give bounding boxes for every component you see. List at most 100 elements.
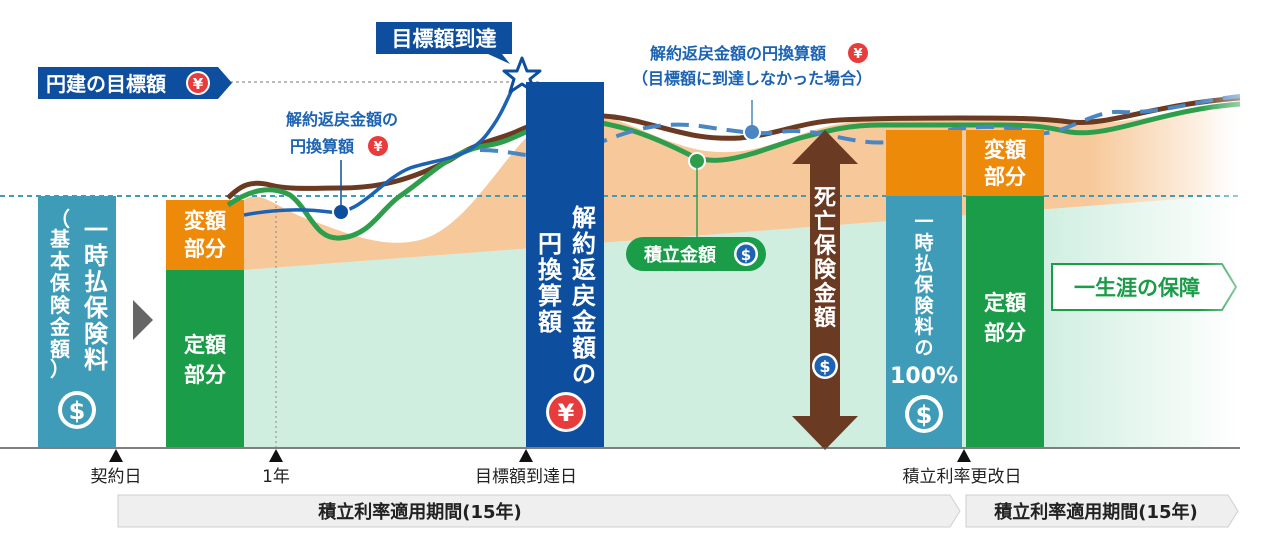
svg-text:一: 一	[914, 211, 933, 233]
svg-text:（: （	[50, 207, 70, 231]
svg-text:$: $	[69, 397, 86, 425]
period-band-2-label: 積立利率適用期間(15年)	[993, 501, 1198, 523]
hundred-percent: 100%	[890, 364, 958, 389]
flow-arrow-icon	[133, 300, 153, 340]
svg-text:解: 解	[572, 204, 596, 232]
death-benefit-curve	[226, 95, 1241, 200]
lifetime-coverage-label: 一生涯の保障	[1074, 276, 1200, 300]
fx-conversion-bar	[526, 82, 604, 447]
svg-text:戻: 戻	[572, 282, 596, 310]
svg-text:険: 険	[914, 294, 934, 317]
svg-text:額: 額	[538, 308, 562, 336]
svg-text:金: 金	[49, 315, 71, 339]
svg-text:の: の	[572, 360, 596, 388]
period-band-1-label: 積立利率適用期間(15年)	[317, 501, 522, 523]
svg-text:払: 払	[914, 253, 933, 275]
target-reached-callout	[376, 22, 512, 64]
variable-part-block	[166, 200, 244, 270]
svg-text:料: 料	[84, 346, 108, 374]
svg-text:返: 返	[572, 256, 596, 284]
svg-text:死: 死	[814, 186, 836, 211]
variable-part-right-1: 変額	[984, 138, 1026, 162]
svg-text:時: 時	[84, 242, 108, 270]
accumulated-amount-label: 積立金額	[643, 244, 716, 266]
svg-text:金: 金	[813, 281, 837, 307]
fx-conversion-left-1: 解約返戻金額の	[286, 110, 398, 129]
yen-target-label-box	[38, 67, 232, 99]
svg-text:算: 算	[538, 282, 562, 310]
right-dollar-icon: $	[905, 395, 943, 433]
orange-top-block	[886, 130, 962, 196]
accumulated-dollar-icon: $	[734, 242, 758, 266]
death-dollar-icon: $	[812, 353, 838, 379]
svg-text:亡: 亡	[814, 209, 836, 235]
variable-part-label-2: 部分	[184, 237, 226, 261]
svg-text:一: 一	[84, 216, 108, 244]
fx-left-yen-icon: ¥	[368, 136, 388, 156]
svg-text:時: 時	[914, 232, 933, 254]
fixed-part-block	[166, 270, 244, 447]
svg-text:$: $	[741, 246, 751, 264]
contract-day-label: 契約日	[91, 467, 142, 487]
contract-day-marker	[109, 449, 123, 462]
variable-part-label-1: 変額	[184, 209, 226, 233]
svg-text:険: 険	[84, 320, 109, 348]
one-year-marker	[269, 449, 283, 462]
svg-text:料: 料	[914, 315, 933, 338]
fx-conversion-left-2: 円換算額	[290, 137, 354, 156]
svg-text:本: 本	[50, 249, 70, 273]
svg-text:保: 保	[813, 234, 837, 259]
svg-text:額: 額	[49, 337, 70, 361]
svg-text:険: 険	[814, 258, 837, 283]
fx-top-yen-icon: ¥	[848, 43, 868, 63]
variable-part-block-right	[966, 130, 1044, 196]
svg-text:金: 金	[571, 308, 597, 336]
period-band-1	[117, 494, 961, 528]
target-day-label: 目標額到達日	[475, 467, 577, 487]
basic-insured-text: （ 基 本 保 険 金 額 ）	[49, 207, 71, 381]
svg-text:保: 保	[83, 294, 109, 322]
fx-curve	[243, 74, 522, 217]
fx-bar-text: 解 約 返 戻 金 額 の 円 換 算 額	[538, 204, 597, 388]
fx-conversion-top-label: 解約返戻金額の円換算額	[650, 44, 826, 63]
svg-text:約: 約	[572, 230, 596, 258]
lump-premium-text: 一 時 払 保 険 料	[83, 216, 109, 374]
svg-text:¥: ¥	[193, 75, 204, 93]
svg-text:保: 保	[913, 273, 934, 296]
fixed-area	[244, 196, 1240, 447]
svg-text:払: 払	[84, 268, 108, 296]
svg-text:険: 険	[50, 293, 71, 317]
fixed-part-right-1: 定額	[984, 291, 1026, 315]
death-benefit-text: 死 亡 保 険 金 額	[813, 186, 837, 331]
yen-icon: ¥	[546, 392, 586, 432]
fixed-part-block-right	[966, 196, 1044, 447]
svg-text:$: $	[916, 401, 933, 429]
target-reached-label: 目標額到達	[392, 27, 497, 51]
fx-conversion-top-note: （目標額に到達しなかった場合）	[632, 69, 872, 88]
rate-revision-label: 積立利率更改日	[903, 467, 1022, 487]
svg-text:額: 額	[572, 334, 596, 362]
lump-premium-100-text: 一 時 払 保 険 料 の	[913, 211, 934, 359]
target-day-marker	[519, 449, 533, 462]
svg-text:基: 基	[50, 227, 71, 251]
accumulated-amount-pill	[626, 237, 766, 271]
yen-target-label: 円建の目標額	[46, 72, 166, 96]
svg-text:）: ）	[50, 357, 70, 381]
yen-target-icon: ¥	[186, 71, 210, 95]
death-benefit-arrow	[792, 130, 858, 450]
fixed-part-label-1: 定額	[184, 333, 226, 357]
svg-text:の: の	[914, 337, 933, 359]
svg-text:換: 換	[538, 256, 563, 284]
period-band-2	[965, 494, 1239, 528]
svg-text:額: 額	[814, 305, 836, 331]
rate-revision-marker	[957, 449, 971, 462]
svg-text:保: 保	[49, 271, 71, 295]
fixed-part-right-2: 部分	[984, 321, 1026, 345]
one-year-label: 1年	[262, 467, 290, 487]
svg-text:円: 円	[538, 230, 562, 258]
svg-text:$: $	[819, 357, 830, 376]
right-fade	[1200, 90, 1280, 450]
variable-part-right-2: 部分	[984, 165, 1026, 189]
svg-text:¥: ¥	[558, 399, 575, 427]
